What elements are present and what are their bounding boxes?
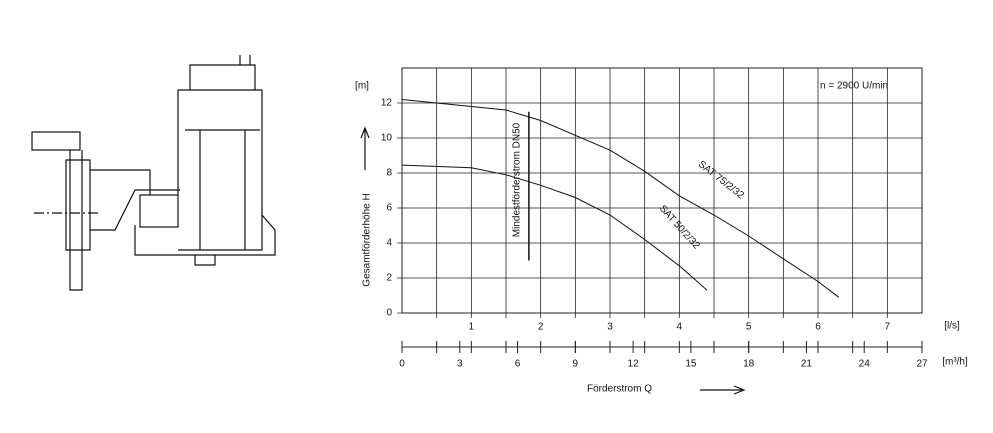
y-tick-label: 6 (386, 203, 392, 214)
x2-tick-label: 18 (743, 359, 755, 370)
annotation: n = 2900 U/min (820, 81, 888, 92)
curve (401, 99, 840, 298)
y-tick-label: 10 (381, 133, 393, 144)
plot-frame (401, 67, 923, 314)
x2-tick-label: 6 (515, 359, 521, 370)
y-axis-label: Gesamtförderhöhe H (362, 193, 373, 286)
x-tick-label: 4 (677, 322, 683, 333)
curve (401, 164, 708, 291)
y-tick-label: 0 (386, 308, 392, 319)
x2-tick-label: 9 (573, 359, 579, 370)
y-arrow (360, 126, 370, 170)
x-tick-label: 6 (815, 322, 821, 333)
x-axis-label: Förderstrom Q (587, 384, 652, 395)
x-tick-label: 1 (469, 322, 475, 333)
min-flow-label: Mindestförderstrom DN50 (512, 122, 523, 237)
x2-tick-label: 21 (801, 359, 813, 370)
x-tick-label: 2 (538, 322, 544, 333)
y-tick-label: 4 (386, 238, 392, 249)
x2-tick-label: 15 (685, 359, 697, 370)
x2-tick-label: 3 (457, 359, 463, 370)
y-tick-label: 2 (386, 273, 392, 284)
x-tick-label: 3 (607, 322, 613, 333)
x2-tick-label: 27 (916, 359, 928, 370)
x-arrow (700, 385, 746, 395)
x2-tick-label: 0 (399, 359, 405, 370)
y-tick-label: 8 (386, 168, 392, 179)
x2-tick-label: 24 (859, 359, 871, 370)
x2-unit: [m³/h] (942, 357, 968, 368)
pump-drawing (31, 55, 276, 291)
x2-tick-label: 12 (628, 359, 640, 370)
y-tick-label: 12 (381, 98, 393, 109)
x-tick-label: 5 (746, 322, 752, 333)
x-unit: [l/s] (944, 321, 960, 332)
series-label: SAT 75/2/32 (696, 159, 746, 202)
y-unit: [m] (355, 81, 369, 92)
x-tick-label: 7 (885, 322, 891, 333)
